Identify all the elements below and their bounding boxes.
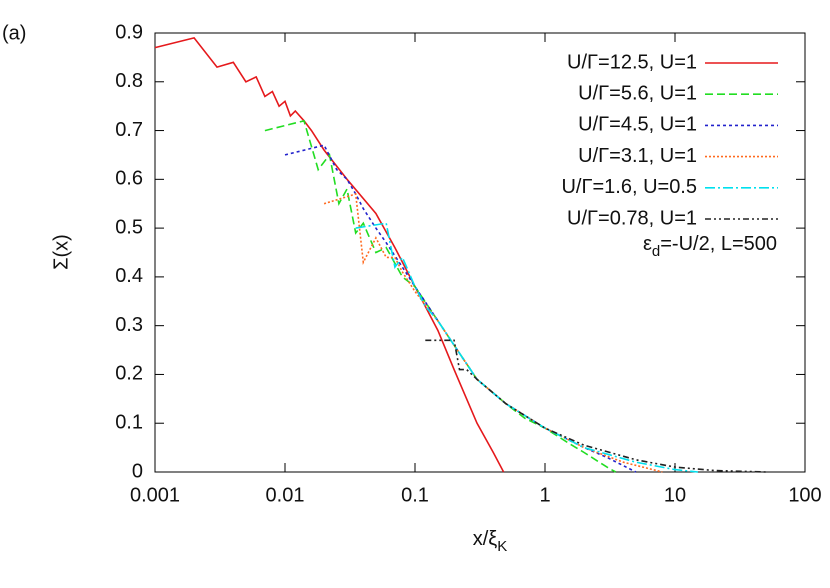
x-tick-label: 0.01	[266, 484, 305, 506]
series-line	[355, 222, 698, 473]
x-tick-label: 0.001	[130, 484, 180, 506]
annotation-rest: =-U/2, L=500	[660, 233, 777, 255]
x-tick-label: 0.1	[401, 484, 429, 506]
legend-label: U/Γ=4.5, U=1	[578, 114, 697, 136]
series-line	[264, 119, 617, 473]
y-tick-label: 0	[132, 460, 143, 482]
legend-label: U/Γ=12.5, U=1	[567, 51, 697, 73]
y-axis-label: Σ(x)	[50, 234, 72, 270]
y-tick-label: 0.8	[115, 70, 143, 92]
series-line	[425, 339, 766, 473]
x-tick-label: 1	[539, 484, 550, 506]
x-axis-label: x/ξK	[473, 528, 508, 555]
series-line	[284, 144, 637, 473]
annotation-sub: d	[652, 243, 660, 260]
y-tick-label: 0.1	[115, 412, 143, 434]
y-tick-label: 0.6	[115, 168, 143, 190]
annotation-symbol: ε	[643, 233, 652, 255]
legend-label: U/Γ=5.6, U=1	[578, 82, 697, 104]
y-tick-label: 0.9	[115, 21, 143, 43]
y-tick-label: 0.5	[115, 216, 143, 238]
x-tick-label: 10	[664, 484, 686, 506]
x-axis-label-sub: K	[497, 538, 507, 555]
plot-frame	[154, 32, 806, 473]
series-line	[154, 36, 505, 473]
x-tick-label: 100	[788, 484, 821, 506]
annotation: εd=-U/2, L=500	[643, 233, 777, 260]
legend-label: U/Γ=1.6, U=0.5	[561, 176, 697, 198]
panel-label: (a)	[2, 22, 26, 44]
y-tick-label: 0.4	[115, 265, 143, 287]
y-tick-label: 0.2	[115, 363, 143, 385]
x-axis-label-main: x/ξ	[473, 528, 498, 550]
legend-label: U/Γ=0.78, U=1	[567, 207, 697, 229]
series-line	[323, 192, 663, 473]
y-tick-label: 0.7	[115, 119, 143, 141]
y-tick-label: 0.3	[115, 314, 143, 336]
legend-label: U/Γ=3.1, U=1	[578, 145, 697, 167]
